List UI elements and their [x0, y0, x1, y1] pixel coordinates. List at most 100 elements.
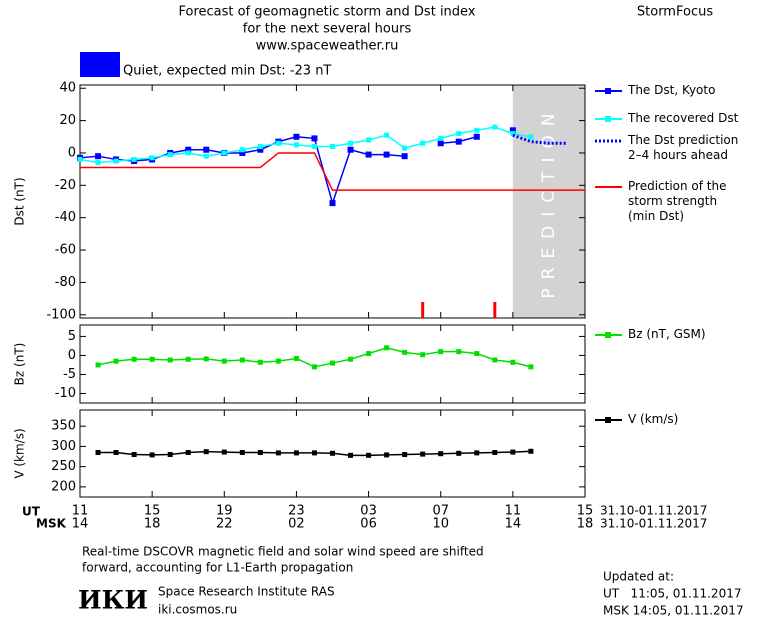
y-tick-label: -60: [55, 243, 76, 258]
data-point: [384, 345, 390, 351]
data-point: [149, 155, 155, 161]
x-tick-label-msk: 18: [144, 517, 161, 532]
y-tick-label: 0: [68, 145, 76, 160]
legend-entry: Prediction of the storm strength (min Ds…: [628, 179, 727, 223]
data-point: [528, 364, 534, 370]
x-tick-label: 07: [432, 504, 449, 519]
data-point: [275, 450, 281, 456]
data-point: [203, 153, 209, 159]
x-tick-label: 15: [577, 504, 594, 519]
data-point: [330, 360, 335, 366]
y-tick-label: 0: [68, 348, 76, 363]
x-tick-label: 23: [288, 504, 305, 519]
date-range: 31.10-01.11.2017: [600, 504, 707, 518]
data-point: [257, 449, 263, 455]
data-point: [474, 127, 480, 133]
data-point: [275, 140, 281, 146]
data-point: [203, 146, 210, 153]
data-point: [330, 450, 335, 456]
y-tick-label: -5: [63, 367, 76, 382]
data-point: [203, 449, 209, 455]
plot-frame: [79, 409, 586, 498]
x-tick-label-msk: 10: [432, 517, 449, 532]
data-point: [510, 131, 516, 137]
data-point: [365, 151, 372, 158]
y-tick-label: -10: [55, 386, 76, 401]
data-point: [438, 349, 444, 355]
data-point: [330, 143, 335, 149]
data-point: [311, 364, 317, 370]
legend-entry: Bz (nT, GSM): [628, 327, 706, 341]
series-line: [97, 347, 532, 368]
updated-label: Updated at:: [603, 570, 674, 584]
brand: StormFocus: [637, 5, 713, 20]
title-line: for the next several hours: [243, 22, 412, 37]
data-point: [402, 145, 408, 151]
legend-entry: V (km/s): [628, 412, 679, 426]
series-line: [80, 130, 513, 203]
data-point: [239, 147, 245, 153]
data-point: [509, 127, 516, 134]
data-point: [528, 448, 534, 454]
data-point: [383, 151, 390, 158]
data-point: [95, 160, 101, 166]
data-point: [293, 450, 299, 456]
y-tick-label: -40: [55, 210, 76, 225]
y-axis-label: Dst (nT): [13, 177, 27, 225]
data-point: [239, 449, 245, 455]
ut-label: UT: [22, 505, 41, 519]
legend-entry: The Dst prediction 2–4 hours ahead: [628, 133, 739, 162]
data-point: [113, 358, 119, 364]
y-tick-label: 350: [51, 419, 76, 434]
data-point: [474, 450, 480, 456]
y-tick-label: 40: [59, 81, 76, 96]
data-point: [149, 452, 155, 458]
data-point: [149, 356, 155, 362]
y-tick-label: -100: [46, 307, 76, 322]
status-text: Quiet, expected min Dst: -23 nT: [123, 64, 331, 79]
data-point: [293, 355, 299, 361]
data-point: [384, 452, 390, 458]
data-point: [510, 449, 516, 455]
data-point: [329, 200, 336, 207]
y-tick-label: 250: [51, 459, 76, 474]
x-tick-label-msk: 14: [505, 517, 522, 532]
x-tick-label: 19: [216, 504, 233, 519]
date-range: 31.10-01.11.2017: [600, 517, 707, 531]
legend-entry: The recovered Dst: [628, 111, 739, 125]
institute: Space Research Institute RAS: [158, 585, 335, 599]
prediction-region: [512, 85, 585, 318]
data-point: [95, 362, 101, 368]
data-point: [311, 135, 318, 142]
data-point: [203, 356, 209, 362]
legend-marker: [605, 116, 611, 122]
data-point: [95, 153, 102, 160]
x-tick-label-msk: 14: [72, 517, 89, 532]
data-point: [239, 149, 246, 156]
data-point: [185, 356, 191, 362]
y-axis-label: Bz (nT): [13, 343, 27, 386]
data-point: [311, 143, 317, 149]
status-swatch: [80, 52, 120, 77]
x-tick-label-msk: 02: [288, 517, 305, 532]
data-point: [131, 452, 137, 458]
title-line: Forecast of geomagnetic storm and Dst in…: [178, 5, 475, 20]
prediction-label: PREDICTION: [539, 104, 559, 298]
data-point: [456, 349, 462, 355]
plot-frame: [79, 84, 586, 319]
y-tick-label: 200: [51, 479, 76, 494]
y-tick-label: 300: [51, 439, 76, 454]
x-tick-label-msk: 18: [577, 517, 594, 532]
x-tick-label: 15: [144, 504, 161, 519]
data-point: [402, 349, 408, 355]
data-point: [293, 142, 299, 148]
data-point: [492, 124, 498, 130]
data-point: [473, 133, 480, 140]
x-tick-label: 03: [360, 504, 377, 519]
data-point: [438, 451, 444, 457]
data-point: [275, 358, 281, 364]
legend-marker: [605, 88, 611, 94]
footer-note: Real-time DSCOVR magnetic field and sola…: [82, 545, 484, 559]
